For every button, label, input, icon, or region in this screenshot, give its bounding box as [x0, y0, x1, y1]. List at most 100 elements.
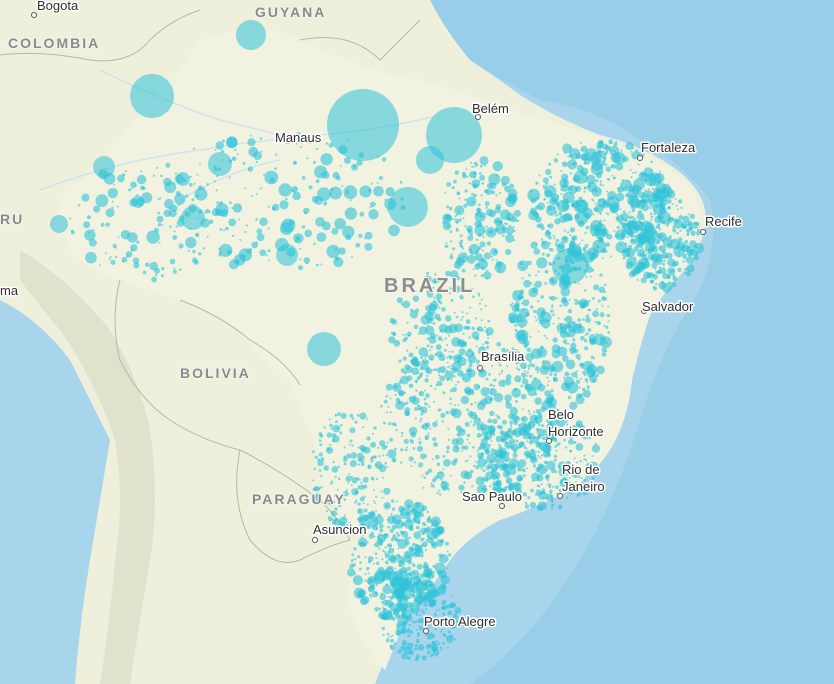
proportional-circle-icon[interactable]: [365, 529, 367, 532]
proportional-circle-icon[interactable]: [419, 374, 422, 377]
proportional-circle-icon[interactable]: [472, 268, 475, 271]
proportional-circle-icon[interactable]: [547, 445, 550, 448]
proportional-circle-icon[interactable]: [527, 367, 530, 370]
proportional-circle-icon[interactable]: [569, 234, 572, 237]
proportional-circle-icon[interactable]: [374, 515, 384, 525]
proportional-circle-icon[interactable]: [405, 446, 408, 449]
proportional-circle-icon[interactable]: [435, 344, 442, 351]
proportional-circle-icon[interactable]: [468, 363, 473, 368]
proportional-circle-icon[interactable]: [458, 428, 466, 436]
proportional-circle-icon[interactable]: [379, 593, 387, 601]
proportional-circle-icon[interactable]: [616, 213, 619, 216]
proportional-circle-icon[interactable]: [425, 325, 435, 336]
proportional-circle-icon[interactable]: [415, 613, 419, 616]
proportional-circle-icon[interactable]: [427, 468, 433, 473]
proportional-circle-icon[interactable]: [377, 155, 380, 158]
proportional-circle-icon[interactable]: [403, 402, 406, 406]
proportional-circle-icon[interactable]: [417, 462, 424, 468]
proportional-circle-icon[interactable]: [408, 426, 418, 436]
proportional-circle-icon[interactable]: [592, 213, 595, 216]
proportional-circle-icon[interactable]: [410, 465, 413, 468]
proportional-circle-icon[interactable]: [588, 437, 592, 440]
proportional-circle-icon[interactable]: [645, 252, 648, 255]
proportional-circle-icon[interactable]: [178, 243, 184, 249]
proportional-circle-icon[interactable]: [436, 368, 440, 372]
proportional-circle-icon[interactable]: [350, 484, 353, 486]
proportional-circle-icon[interactable]: [554, 438, 558, 443]
proportional-circle-icon[interactable]: [545, 419, 548, 422]
proportional-circle-icon[interactable]: [332, 171, 340, 179]
proportional-circle-icon[interactable]: [174, 193, 186, 205]
proportional-circle-icon[interactable]: [667, 216, 674, 224]
proportional-circle-icon[interactable]: [388, 548, 395, 554]
proportional-circle-icon[interactable]: [553, 206, 556, 209]
proportional-circle-icon[interactable]: [654, 268, 657, 271]
proportional-circle-icon[interactable]: [593, 284, 600, 291]
proportional-circle-icon[interactable]: [242, 162, 246, 165]
proportional-circle-icon[interactable]: [672, 240, 675, 243]
proportional-circle-icon[interactable]: [333, 494, 337, 497]
proportional-circle-icon[interactable]: [442, 584, 445, 587]
proportional-circle-icon[interactable]: [414, 519, 418, 523]
proportional-circle-icon[interactable]: [495, 223, 507, 235]
proportional-circle-icon[interactable]: [554, 445, 557, 448]
proportional-circle-icon[interactable]: [407, 595, 411, 600]
proportional-circle-icon[interactable]: [251, 194, 254, 197]
proportional-circle-icon[interactable]: [495, 435, 502, 442]
proportional-circle-icon[interactable]: [561, 235, 569, 244]
proportional-circle-icon[interactable]: [630, 150, 633, 153]
proportional-circle-icon[interactable]: [566, 423, 569, 426]
proportional-circle-icon[interactable]: [323, 201, 328, 206]
proportional-circle-icon[interactable]: [631, 219, 637, 225]
proportional-circle-icon[interactable]: [267, 205, 270, 208]
proportional-circle-icon[interactable]: [412, 356, 418, 362]
proportional-circle-icon[interactable]: [367, 580, 372, 585]
proportional-circle-icon[interactable]: [497, 425, 501, 429]
proportional-circle-icon[interactable]: [415, 525, 420, 530]
proportional-circle-icon[interactable]: [633, 225, 640, 231]
proportional-circle-icon[interactable]: [652, 187, 663, 199]
proportional-circle-icon[interactable]: [372, 562, 375, 565]
proportional-circle-icon[interactable]: [595, 244, 598, 247]
proportional-circle-icon[interactable]: [678, 251, 681, 254]
proportional-circle-icon[interactable]: [546, 423, 554, 431]
proportional-circle-icon[interactable]: [463, 481, 466, 484]
proportional-circle-icon[interactable]: [415, 591, 420, 596]
proportional-circle-icon[interactable]: [420, 539, 423, 542]
proportional-circle-icon[interactable]: [543, 429, 547, 434]
proportional-circle-icon[interactable]: [471, 331, 480, 340]
proportional-circle-icon[interactable]: [189, 227, 192, 230]
proportional-circle-icon[interactable]: [467, 235, 474, 241]
proportional-circle-icon[interactable]: [146, 230, 160, 244]
proportional-circle-icon[interactable]: [362, 514, 369, 522]
proportional-circle-icon[interactable]: [548, 261, 552, 266]
proportional-circle-icon[interactable]: [552, 313, 555, 317]
proportional-circle-icon[interactable]: [620, 179, 632, 192]
proportional-circle-icon[interactable]: [671, 203, 674, 206]
proportional-circle-icon[interactable]: [358, 233, 363, 238]
proportional-circle-icon[interactable]: [379, 613, 383, 617]
proportional-circle-icon[interactable]: [396, 500, 399, 503]
proportional-circle-icon[interactable]: [245, 224, 248, 227]
proportional-circle-icon[interactable]: [204, 211, 207, 214]
proportional-circle-icon[interactable]: [450, 287, 453, 291]
proportional-circle-icon[interactable]: [130, 74, 174, 118]
proportional-circle-icon[interactable]: [340, 423, 343, 427]
proportional-circle-icon[interactable]: [597, 139, 604, 147]
proportional-circle-icon[interactable]: [323, 426, 326, 429]
proportional-circle-icon[interactable]: [582, 370, 587, 375]
proportional-circle-icon[interactable]: [446, 205, 450, 209]
proportional-circle-icon[interactable]: [474, 460, 477, 463]
proportional-circle-icon[interactable]: [432, 278, 438, 284]
proportional-circle-icon[interactable]: [588, 308, 592, 312]
proportional-circle-icon[interactable]: [381, 558, 384, 561]
proportional-circle-icon[interactable]: [464, 421, 470, 427]
proportional-circle-icon[interactable]: [409, 439, 412, 441]
proportional-circle-icon[interactable]: [444, 337, 447, 340]
proportional-circle-icon[interactable]: [509, 439, 512, 442]
proportional-circle-icon[interactable]: [438, 306, 441, 309]
proportional-circle-icon[interactable]: [316, 263, 319, 267]
proportional-circle-icon[interactable]: [456, 447, 458, 450]
proportional-circle-icon[interactable]: [542, 436, 546, 441]
data-symbols-layer[interactable]: [50, 20, 704, 662]
